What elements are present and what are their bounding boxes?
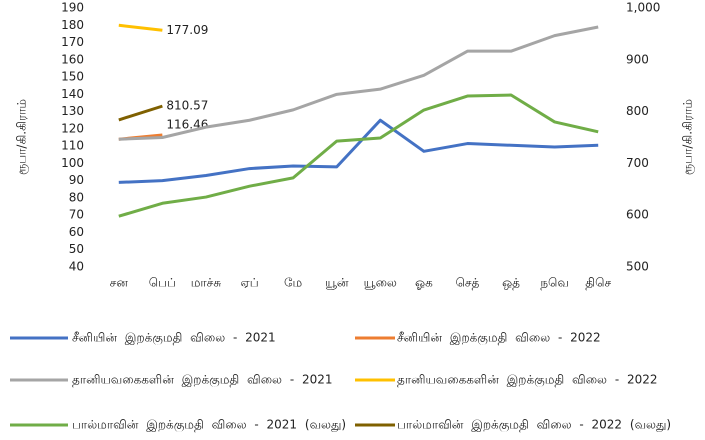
y-tick-label: 100 [61, 156, 84, 170]
x-tick-label: மே [284, 276, 302, 290]
y-tick-label: 150 [61, 70, 84, 84]
x-tick-label: நவெ [540, 276, 569, 290]
series-line [118, 93, 599, 218]
y-tick-label: 190 [61, 1, 84, 15]
y2-tick-label: 600 [626, 208, 649, 222]
y2-tick-label: 900 [626, 52, 649, 66]
legend-label: தானியவகைகளின் இறக்குமதி விலை - 2022 [397, 373, 658, 388]
legend-label: பால்மாவின் இறக்குமதி விலை - 2022 (வலது) [397, 418, 671, 433]
y-tick-label: 170 [61, 35, 84, 49]
y-tick-label: 70 [69, 208, 84, 222]
y-tick-label: 90 [69, 173, 84, 187]
series-line [118, 25, 599, 141]
y-tick-label: 50 [69, 242, 84, 256]
y-tick-label: 140 [61, 87, 84, 101]
x-tick-label: ஓக [415, 276, 433, 290]
y-tick-label: 80 [69, 190, 84, 204]
series-line [118, 118, 599, 184]
x-tick-label: ஏப் [240, 276, 258, 290]
y-tick-label: 60 [69, 225, 84, 239]
legend-label: சீனியின் இறக்குமதி விலை - 2022 [397, 331, 601, 346]
legend-label: பால்மாவின் இறக்குமதி விலை - 2021 (வலது) [72, 418, 346, 433]
y2-axis-label: ரூபா/கி.கிராம் [681, 99, 696, 175]
x-tick-label: ஒத் [502, 276, 520, 290]
x-tick-label: பெப் [149, 276, 176, 290]
x-tick-label: யூலை [364, 276, 397, 290]
y-tick-label: 180 [61, 18, 84, 32]
x-tick-label: மாச்சு [191, 276, 222, 290]
series-line [118, 23, 163, 32]
y2-tick-label: 1,000 [626, 1, 660, 15]
y-tick-label: 40 [69, 260, 84, 274]
y-tick-label: 110 [61, 139, 84, 153]
series-line [118, 104, 163, 122]
legend-label: சீனியின் இறக்குமதி விலை - 2021 [72, 331, 276, 346]
x-tick-label: சன [110, 276, 129, 290]
legend-label: தானியவகைகளின் இறக்குமதி விலை - 2021 [72, 373, 333, 388]
data-label: 810.57 [166, 99, 208, 113]
y-tick-label: 120 [61, 121, 84, 135]
y-tick-label: 160 [61, 52, 84, 66]
y-tick-label: 130 [61, 104, 84, 118]
x-tick-label: செத் [456, 276, 480, 290]
x-tick-label: திசெ [585, 276, 611, 290]
y-axis-label: ரூபா/கி.கிராம் [15, 99, 30, 175]
y2-tick-label: 700 [626, 156, 649, 170]
y2-tick-label: 800 [626, 104, 649, 118]
x-tick-label: யூன் [325, 276, 349, 290]
data-label: 177.09 [166, 23, 208, 37]
y2-tick-label: 500 [626, 260, 649, 274]
